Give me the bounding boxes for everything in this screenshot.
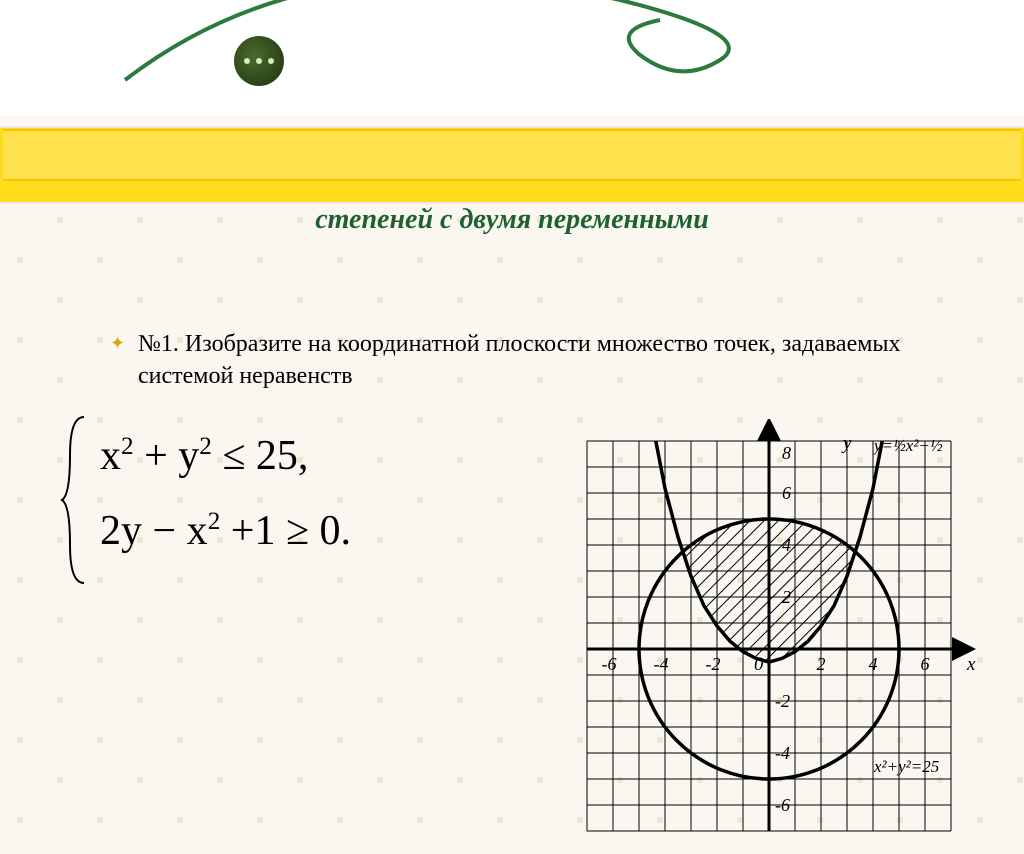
parabola-label: y=½x²−½ <box>872 436 943 455</box>
decorative-disc <box>234 36 284 86</box>
content-row: x2 + y2 ≤ 25, 2y − x2 +1 ≥ 0. <box>60 419 984 854</box>
svg-text:4: 4 <box>869 654 878 674</box>
title-banner: Неравенства и системы неравенств высших … <box>0 116 1024 286</box>
system-of-inequalities: x2 + y2 ≤ 25, 2y − x2 +1 ≥ 0. <box>60 419 534 570</box>
svg-text:2: 2 <box>782 587 791 607</box>
bullet-icon: ✦ <box>110 333 128 354</box>
svg-text:6: 6 <box>782 483 791 503</box>
svg-text:-6: -6 <box>602 654 617 674</box>
slide-body: ✦ №1. Изобразите на координатной плоскос… <box>0 286 1024 854</box>
y-axis-label: y <box>841 433 852 454</box>
svg-text:-4: -4 <box>654 654 669 674</box>
swirl-decoration <box>120 0 820 120</box>
svg-text:-4: -4 <box>775 743 790 763</box>
task-number: №1. <box>138 331 179 357</box>
svg-text:-6: -6 <box>775 795 790 815</box>
task-line: ✦ №1. Изобразите на координатной плоскос… <box>110 328 934 393</box>
svg-text:4: 4 <box>782 535 791 555</box>
inequality-2: 2y − x2 +1 ≥ 0. <box>100 494 534 570</box>
svg-text:2: 2 <box>817 654 826 674</box>
svg-text:-2: -2 <box>775 691 790 711</box>
circle-label: x²+y²=25 <box>873 757 939 776</box>
task-body: Изобразите на координатной плоскости мно… <box>138 331 901 389</box>
inequality-1: x2 + y2 ≤ 25, <box>100 419 534 495</box>
svg-text:8: 8 <box>782 443 791 463</box>
left-brace-icon <box>60 415 90 585</box>
svg-text:6: 6 <box>921 654 930 674</box>
graph-svg: y x 0 -6 -4 -2 2 4 6 2 4 6 8 -2 -4 <box>554 419 984 849</box>
decorative-header <box>0 0 1024 116</box>
title-line-2: степеней с двумя переменными <box>315 204 709 235</box>
solution-graph: y x 0 -6 -4 -2 2 4 6 2 4 6 8 -2 -4 <box>554 419 984 854</box>
curve-labels: y=½x²−½ x²+y²=25 <box>872 436 943 776</box>
origin-label: 0 <box>754 654 764 675</box>
svg-text:-2: -2 <box>706 654 721 674</box>
x-axis-label: x <box>966 654 976 675</box>
task-text: №1. Изобразите на координатной плоскости… <box>138 328 934 393</box>
